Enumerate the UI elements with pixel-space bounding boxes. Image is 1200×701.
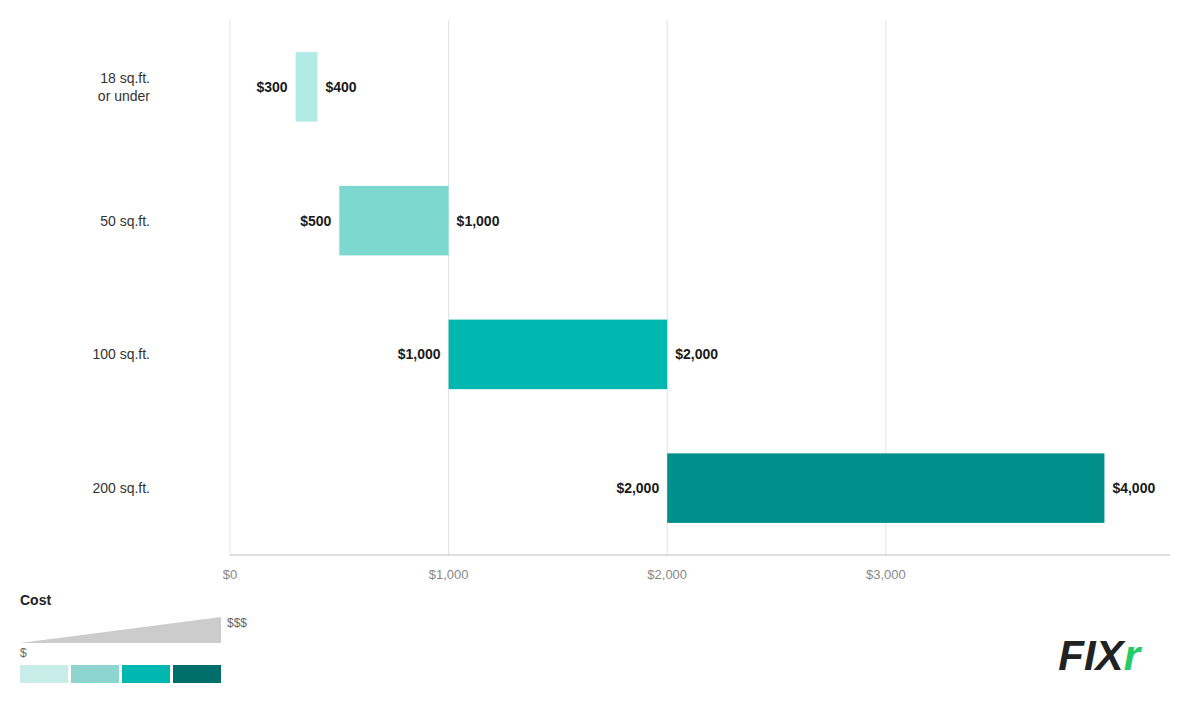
tick-label: $3,000 bbox=[866, 567, 906, 582]
start-label: $2,000 bbox=[616, 480, 659, 496]
bars bbox=[296, 52, 1105, 523]
grid-line bbox=[448, 20, 449, 555]
labels: 18 sq.ft. or under $300 $400 50 sq.ft. $500 $1… bbox=[92, 70, 1155, 496]
tick-label: $0 bbox=[223, 567, 237, 582]
bar bbox=[667, 453, 1104, 523]
chart-svg: $0 $1,000 $2,000 $3,000 18 sq.ft. or under $30… bbox=[0, 0, 1200, 701]
bar bbox=[339, 186, 448, 256]
grid-line bbox=[230, 20, 231, 555]
legend-low-label: $ bbox=[20, 646, 27, 660]
bar bbox=[296, 52, 318, 122]
x-axis-line bbox=[230, 555, 1170, 556]
start-label: $500 bbox=[300, 213, 331, 229]
bar bbox=[449, 320, 668, 390]
category-label: 50 sq.ft. bbox=[100, 213, 150, 229]
category-label-line: 50 sq.ft. bbox=[100, 213, 150, 229]
category-label: 100 sq.ft. bbox=[92, 346, 150, 362]
end-label: $400 bbox=[325, 79, 356, 95]
logo-part: r bbox=[1124, 632, 1143, 679]
tick-label: $1,000 bbox=[429, 567, 469, 582]
category-label-line: or under bbox=[98, 88, 150, 104]
legend-high-label: $$$ bbox=[227, 616, 247, 630]
background bbox=[0, 0, 1200, 701]
logo-part: FIX bbox=[1058, 632, 1126, 679]
legend-swatch bbox=[71, 665, 119, 683]
logo: FIXr bbox=[1058, 632, 1142, 679]
legend-triangle bbox=[20, 617, 221, 643]
category-label: 18 sq.ft. or under bbox=[98, 70, 150, 104]
category-label-line: 100 sq.ft. bbox=[92, 346, 150, 362]
category-label-line: 18 sq.ft. bbox=[100, 70, 150, 86]
end-label: $2,000 bbox=[675, 346, 718, 362]
start-label: $300 bbox=[256, 79, 287, 95]
x-ticks: $0 $1,000 $2,000 $3,000 bbox=[223, 567, 906, 582]
legend-swatch bbox=[122, 665, 170, 683]
legend-swatch bbox=[20, 665, 68, 683]
category-label-line: 200 sq.ft. bbox=[92, 480, 150, 496]
tick-label: $2,000 bbox=[647, 567, 687, 582]
chart-container: $0 $1,000 $2,000 $3,000 18 sq.ft. or under $30… bbox=[0, 0, 1200, 701]
legend-swatch bbox=[173, 665, 221, 683]
cost-legend: Cost$$$$ bbox=[20, 592, 247, 683]
category-label: 200 sq.ft. bbox=[92, 480, 150, 496]
start-label: $1,000 bbox=[398, 346, 441, 362]
legend-title: Cost bbox=[20, 592, 51, 608]
end-label: $1,000 bbox=[457, 213, 500, 229]
end-label: $4,000 bbox=[1112, 480, 1155, 496]
